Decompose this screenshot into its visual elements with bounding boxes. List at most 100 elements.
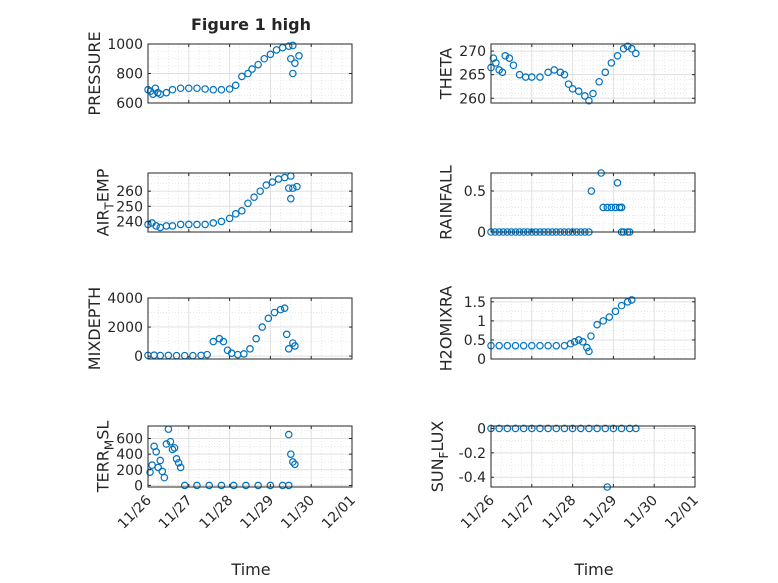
data-point — [254, 481, 262, 490]
data-point — [203, 350, 211, 359]
y-tick-label: 270 — [459, 44, 486, 60]
x-tick-label: 12/01 — [319, 493, 359, 533]
data-point — [260, 54, 269, 63]
data-point — [566, 339, 575, 348]
data-point — [248, 65, 256, 73]
data-point — [503, 341, 512, 350]
data-point — [176, 84, 185, 93]
data-point — [193, 220, 201, 229]
data-point — [146, 468, 154, 476]
y-tick-label: 600 — [116, 432, 143, 448]
data-point — [519, 424, 528, 433]
data-point — [511, 424, 520, 433]
data-point — [291, 59, 299, 67]
data-point — [250, 193, 258, 202]
data-point — [527, 424, 536, 433]
data-point — [632, 49, 640, 58]
data-point — [284, 42, 293, 51]
data-point — [560, 70, 569, 79]
data-point — [238, 207, 246, 215]
y-axis-label-rest: SL — [94, 421, 113, 440]
data-point — [209, 219, 218, 227]
data-point — [284, 481, 293, 490]
data-point — [284, 345, 293, 353]
data-point — [581, 92, 589, 100]
data-point — [501, 51, 510, 60]
y-axis-label: H2OMIXRA — [437, 286, 456, 372]
y-tick-label: 260 — [459, 91, 486, 107]
y-tick-label: 250 — [116, 199, 143, 215]
axes-box — [147, 172, 353, 233]
data-point — [505, 54, 514, 62]
x-tick-label: 11/27 — [499, 493, 539, 533]
data-point — [201, 85, 209, 93]
data-point — [266, 50, 275, 59]
data-point — [627, 44, 636, 53]
data-point — [564, 80, 573, 88]
data-point — [595, 77, 603, 86]
data-point — [589, 89, 597, 98]
data-point — [170, 444, 179, 452]
y-tick-label: 265 — [459, 68, 486, 84]
x-tick-label: 11/26 — [458, 492, 498, 532]
data-point — [613, 179, 622, 187]
data-point — [607, 59, 616, 67]
data-point — [527, 73, 536, 81]
data-point — [286, 450, 295, 458]
data-point — [617, 424, 626, 433]
data-point — [240, 350, 248, 358]
x-tick-label: 11/30 — [621, 493, 661, 533]
data-point — [556, 68, 565, 77]
data-point — [583, 343, 591, 352]
axes-box — [147, 425, 353, 488]
data-point — [492, 59, 500, 67]
data-point — [172, 455, 181, 463]
data-point — [599, 317, 608, 325]
data-point — [617, 301, 626, 310]
data-point — [276, 305, 285, 314]
data-point — [284, 430, 293, 439]
y-axis-label-rest: EMP — [94, 168, 113, 202]
data-point — [176, 463, 185, 472]
y-tick-label: 2000 — [107, 320, 143, 336]
data-point — [509, 61, 518, 70]
y-axis-label-main: AIR — [94, 210, 113, 237]
data-point — [209, 337, 218, 346]
y-axis-label-main: SUN — [428, 458, 447, 492]
data-point — [536, 341, 544, 350]
data-point — [286, 194, 295, 203]
data-point — [623, 298, 632, 306]
data-point — [578, 338, 587, 346]
data-point — [291, 342, 299, 350]
data-point — [607, 203, 616, 212]
data-point — [244, 199, 252, 208]
data-point — [613, 51, 622, 60]
data-point — [242, 481, 250, 490]
subplot-h2omixra: 0 0.5 1 1.5 H2OMIXRA — [437, 286, 696, 372]
y-axis-label-main: MIXDEPTH — [85, 287, 104, 370]
axes-box — [490, 297, 696, 360]
y-tick-label: 600 — [116, 96, 143, 112]
plot-area — [491, 173, 695, 232]
y-axis-label-main: H2OMIXRA — [437, 286, 456, 372]
y-axis-label: THETA — [437, 48, 456, 100]
y-tick-label: -0.2 — [459, 446, 486, 462]
data-point — [185, 84, 193, 93]
x-tick-label: 11/28 — [540, 493, 580, 533]
data-point — [289, 69, 297, 78]
data-point — [593, 320, 601, 329]
data-point — [585, 347, 593, 356]
data-point — [246, 345, 254, 353]
data-point — [495, 424, 503, 433]
data-point — [570, 338, 579, 346]
y-tick-label: 0 — [477, 421, 486, 437]
data-point — [568, 424, 577, 433]
data-point — [160, 473, 169, 482]
data-point — [193, 481, 201, 490]
y-tick-label: -0.4 — [459, 470, 486, 486]
y-axis-label-rest: LUX — [428, 421, 447, 452]
data-point — [599, 203, 608, 212]
subplot-sun-flux: -0.4 -0.2 0 11/26 11/27 11/28 11/29 11/30 12/01 S… — [428, 421, 702, 533]
